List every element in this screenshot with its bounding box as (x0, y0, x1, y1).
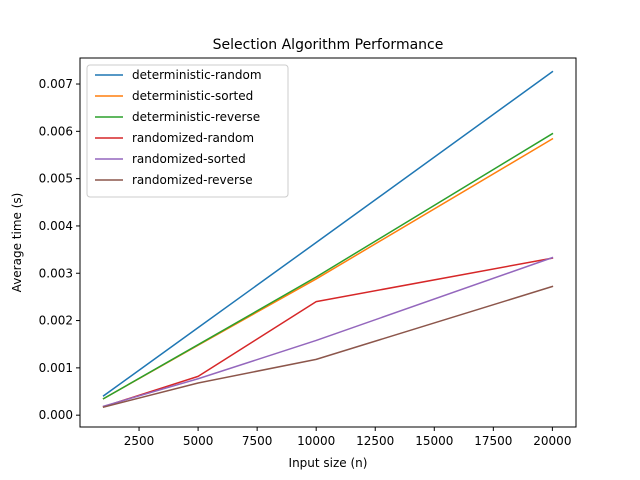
series-line-deterministic-random (102, 70, 554, 397)
legend-label: randomized-sorted (132, 152, 246, 166)
series-line-randomized-random (102, 257, 554, 408)
y-tick-label: 0.004 (39, 219, 73, 233)
legend-label: deterministic-reverse (132, 110, 260, 124)
plot-frame (79, 57, 577, 428)
series-line-randomized-sorted (102, 256, 554, 408)
y-tick-label: 0.001 (39, 361, 73, 375)
series-line-randomized-reverse (102, 285, 554, 409)
legend-label: randomized-reverse (132, 173, 253, 187)
series-line-deterministic-reverse (102, 132, 554, 400)
x-axis: 2500 5000 7500 10000 12500 15000 17500 20000 (124, 427, 571, 448)
y-tick-label: 0.007 (39, 77, 73, 91)
series-layer (102, 70, 554, 409)
x-tick-label: 10000 (297, 434, 335, 448)
y-tick-label: 0.000 (39, 408, 73, 422)
chart-title: Selection Algorithm Performance (213, 37, 444, 53)
legend-label: randomized-random (132, 131, 254, 145)
y-axis: 0.000 0.001 0.002 0.003 0.004 0.005 0.006 0.007 (39, 77, 80, 422)
legend-box (86, 64, 289, 198)
x-tick-label: 2500 (124, 434, 155, 448)
x-tick-label: 15000 (415, 434, 453, 448)
legend-label: deterministic-sorted (132, 89, 253, 103)
y-tick-label: 0.006 (39, 124, 73, 138)
x-tick-label: 5000 (183, 434, 214, 448)
legend-label: deterministic-random (132, 68, 262, 82)
y-tick-label: 0.002 (39, 314, 73, 328)
y-axis-title: Average time (s) (10, 193, 24, 293)
x-tick-label: 20000 (533, 434, 571, 448)
x-tick-label: 7500 (242, 434, 273, 448)
y-tick-label: 0.003 (39, 266, 73, 280)
y-tick-label: 0.005 (39, 172, 73, 186)
x-tick-label: 17500 (474, 434, 512, 448)
legend: deterministic-random deterministic-sorted… (86, 64, 289, 198)
x-tick-label: 12500 (356, 434, 394, 448)
x-axis-title: Input size (n) (289, 456, 368, 470)
